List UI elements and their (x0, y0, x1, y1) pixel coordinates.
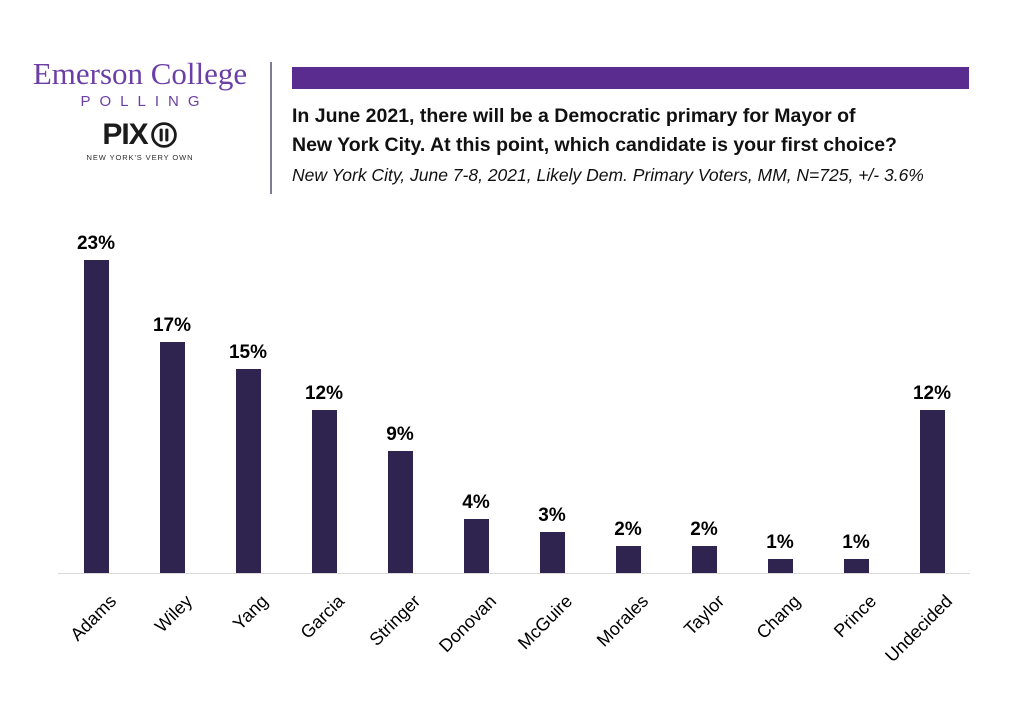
bar (767, 559, 793, 573)
x-axis-label: Stringer (365, 591, 425, 650)
bar (919, 410, 945, 573)
polling-label: POLLING (80, 93, 209, 110)
bar (159, 342, 185, 573)
x-axis-label: Yang (229, 591, 273, 634)
survey-details-subtitle: New York City, June 7-8, 2021, Likely De… (292, 165, 924, 185)
bar-value-label: 23% (76, 233, 116, 254)
bar (311, 410, 337, 573)
pix11-tagline: NEW YORK'S VERY OWN (86, 153, 194, 162)
pix11-logo: PIX (14, 120, 266, 150)
bar (843, 559, 869, 573)
bar-column: 12% Undecided (881, 228, 970, 666)
x-axis-label: Chang (752, 591, 805, 643)
emerson-college-logo: Emerson College POLLING PIX NEW YORK'S V… (14, 56, 266, 162)
bar-value-label: 3% (538, 505, 566, 526)
x-axis-label: Garcia (296, 591, 349, 643)
x-axis-label: Donovan (435, 591, 501, 657)
bar-column: 12% Garcia (286, 228, 362, 643)
bar-value-label: 2% (614, 519, 642, 540)
bar-value-label: 4% (462, 492, 490, 513)
bar-value-label: 2% (690, 519, 718, 540)
poll-question-title: In June 2021, there will be a Democratic… (292, 102, 992, 160)
vertical-divider (270, 62, 272, 194)
title-line-2: New York City. At this point, which cand… (292, 134, 897, 156)
x-axis-label: McGuire (513, 591, 577, 654)
x-axis-label: Undecided (881, 591, 957, 666)
x-axis-label: Wiley (150, 591, 197, 637)
bar-column: 1% Prince (818, 228, 894, 641)
bar-value-label: 12% (304, 383, 344, 404)
bar-value-label: 15% (228, 342, 268, 363)
x-axis-label: Morales (592, 591, 653, 651)
emerson-college-wordmark: Emerson College (32, 56, 248, 91)
x-axis-label: Taylor (680, 591, 729, 640)
x-axis-label: Prince (829, 591, 881, 642)
bar (691, 546, 717, 573)
bar (463, 519, 489, 573)
bar-column: 15% Yang (210, 228, 286, 634)
bar-column: 23% Adams (58, 228, 134, 645)
bar (539, 532, 565, 573)
bar-value-label: 1% (842, 532, 870, 553)
plot-area: 23% Adams 17% Wiley 15% Yang 12% Garcia 9% String… (58, 228, 970, 666)
bar (83, 260, 109, 573)
bar (235, 369, 261, 573)
bar-column: 2% Taylor (666, 228, 742, 639)
bar-value-label: 1% (766, 532, 794, 553)
bar-column: 2% Morales (590, 228, 666, 650)
bar (615, 546, 641, 573)
header-accent-band (292, 67, 969, 89)
bar-chart: 23% Adams 17% Wiley 15% Yang 12% Garcia 9% String… (58, 228, 970, 666)
bar-value-label: 17% (152, 315, 192, 336)
bar-column: 4% Donovan (435, 228, 514, 656)
bar-column: 1% Chang (742, 228, 818, 643)
bar-value-label: 12% (912, 383, 952, 404)
circle-11-icon (150, 122, 177, 148)
bar-column: 17% Wiley (134, 228, 210, 636)
bar (387, 451, 413, 573)
bar-column: 9% Stringer (362, 228, 438, 650)
bar-column: 3% McGuire (514, 228, 590, 653)
title-line-1: In June 2021, there will be a Democratic… (292, 105, 856, 127)
pix-wordmark: PIX (102, 118, 148, 151)
bar-value-label: 9% (386, 424, 414, 445)
x-axis-label: Adams (66, 591, 121, 645)
